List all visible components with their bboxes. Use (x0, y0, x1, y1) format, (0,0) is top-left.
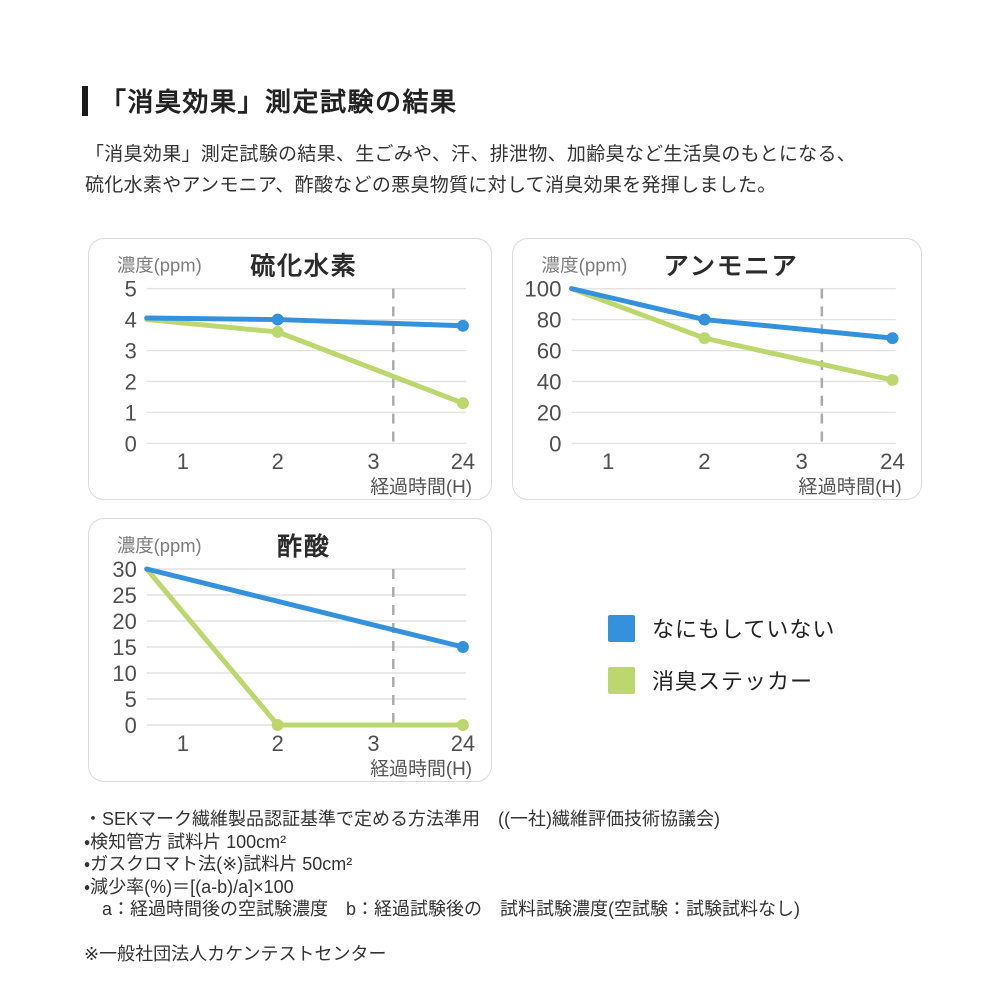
page-title-row: 「消臭効果」測定試験の結果 (82, 82, 458, 119)
svg-text:5: 5 (125, 687, 137, 712)
svg-text:20: 20 (537, 401, 562, 426)
svg-text:0: 0 (125, 431, 137, 456)
intro-line-1: 「消臭効果」測定試験の結果、生ごみや、汗、排泄物、加齢臭など生活臭のもとになる、 (85, 144, 857, 165)
intro-text: 「消臭効果」測定試験の結果、生ごみや、汗、排泄物、加齢臭など生活臭のもとになる、… (85, 140, 856, 202)
chart-panel-acetic-acid: 0 5 10 15 20 25 30 1 2 3 24 経過時間(H) 濃度(ppm) 酢酸 (88, 518, 492, 782)
svg-text:3: 3 (367, 449, 379, 474)
svg-text:濃度(ppm): 濃度(ppm) (117, 535, 202, 556)
chart-panel-ammonia: 0 20 40 60 80 100 1 2 3 24 経過時間(H) 濃度(ppm) アンモニア (512, 238, 922, 500)
svg-text:経過時間(H): 経過時間(H) (798, 476, 901, 498)
legend-label-deodorizing-sticker: 消臭ステッカー (652, 669, 814, 694)
svg-text:20: 20 (112, 609, 136, 634)
page-title: 「消臭効果」測定試験の結果 (100, 87, 458, 117)
svg-text:100: 100 (524, 277, 561, 302)
svg-text:2: 2 (125, 369, 137, 394)
svg-text:2: 2 (272, 449, 284, 474)
svg-text:1: 1 (602, 449, 614, 474)
svg-text:30: 30 (112, 557, 136, 582)
svg-text:硫化水素: 硫化水素 (250, 253, 357, 281)
chart-legend: なにもしていない 消臭ステッカー (608, 612, 835, 716)
svg-text:3: 3 (125, 339, 137, 364)
svg-text:80: 80 (537, 308, 562, 333)
test-center-note: ※一般社団法人カケンテストセンター (84, 944, 387, 964)
chart-panel-hydrogen-sulfide: 0 1 2 3 4 5 1 2 3 24 経過時間(H) 濃度(ppm) 硫化水素 (88, 238, 492, 500)
legend-item-untreated: なにもしていない (608, 612, 835, 644)
svg-text:濃度(ppm): 濃度(ppm) (117, 255, 202, 276)
svg-text:25: 25 (112, 583, 136, 608)
svg-text:1: 1 (125, 400, 137, 425)
svg-text:10: 10 (112, 661, 136, 686)
svg-text:40: 40 (537, 370, 562, 395)
svg-text:1: 1 (177, 449, 189, 474)
intro-line-2: 硫化水素やアンモニア、酢酸などの悪臭物質に対して消臭効果を発揮しました。 (85, 174, 777, 196)
legend-label-untreated: なにもしていない (652, 617, 836, 642)
svg-text:酢酸: 酢酸 (277, 532, 331, 561)
svg-text:24: 24 (880, 449, 905, 474)
svg-text:1: 1 (177, 731, 189, 756)
svg-text:3: 3 (367, 731, 379, 756)
svg-text:4: 4 (125, 308, 137, 333)
footnote-detector-tube: ・検知管方 試料片 100cm² (84, 831, 287, 852)
svg-text:24: 24 (451, 731, 475, 756)
svg-text:5: 5 (125, 277, 137, 302)
legend-swatch-blue (608, 614, 635, 642)
footnote-reduction-formula: ・減少率(%)＝[(a-b)/a]×100 (84, 876, 294, 897)
legend-item-deodorizing-sticker: 消臭ステッカー (608, 664, 835, 696)
svg-text:2: 2 (698, 449, 710, 474)
svg-text:経過時間(H): 経過時間(H) (370, 758, 472, 780)
footnote-gas-chromatography: ・ガスクロマト法(※)試料片 50cm² (84, 854, 353, 875)
title-accent-bar (82, 85, 88, 116)
svg-text:濃度(ppm): 濃度(ppm) (541, 255, 627, 276)
svg-text:0: 0 (125, 713, 137, 738)
footnote-variable-definitions: a：経過時間後の空試験濃度 b：経過試験後の 試料試験濃度(空試験：試験試料なし… (84, 899, 801, 920)
svg-text:24: 24 (451, 449, 475, 474)
svg-text:経過時間(H): 経過時間(H) (370, 476, 472, 498)
svg-text:60: 60 (537, 339, 562, 364)
svg-text:15: 15 (112, 635, 136, 660)
footnote-method: ・SEKマーク繊維製品認証基準で定める方法準用 ((一社)繊維評価技術協議会) (84, 809, 720, 829)
svg-text:3: 3 (796, 449, 808, 474)
svg-text:アンモニア: アンモニア (664, 253, 799, 281)
footnotes: ・SEKマーク繊維製品認証基準で定める方法準用 ((一社)繊維評価技術協議会) … (84, 808, 800, 921)
svg-text:0: 0 (549, 432, 561, 457)
svg-text:2: 2 (272, 731, 284, 756)
legend-swatch-green (608, 666, 635, 694)
